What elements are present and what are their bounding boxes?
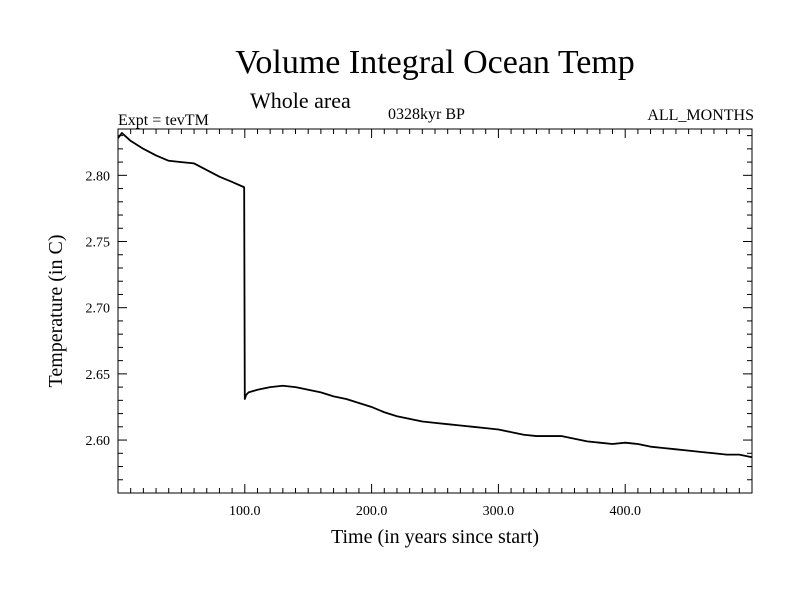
x-tick-label: 200.0 xyxy=(356,504,388,519)
chart-title: Volume Integral Ocean Temp xyxy=(235,44,635,81)
x-axis-label: Time (in years since start) xyxy=(331,526,539,548)
x-tick-label: 300.0 xyxy=(483,504,515,519)
series-line-temperature xyxy=(117,132,753,459)
experiment-label: Expt = tevTM xyxy=(118,112,209,129)
y-tick-label: 2.60 xyxy=(86,434,111,449)
period-label: 0328kyr BP xyxy=(388,106,465,123)
y-tick-label: 2.75 xyxy=(86,236,111,251)
y-tick-label: 2.70 xyxy=(86,302,111,317)
months-label: ALL_MONTHS xyxy=(647,107,754,124)
axis-ticks xyxy=(118,129,752,493)
y-tick-label: 2.65 xyxy=(86,368,111,383)
tick-labels: 100.0 200.0 300.0 400.0 2.60 2.65 2.70 2.75 2.80 xyxy=(86,169,641,519)
chart-subtitle: Whole area xyxy=(250,88,351,113)
y-axis-label: Temperature (in C) xyxy=(45,235,67,388)
x-tick-label: 400.0 xyxy=(609,504,641,519)
plot-frame xyxy=(117,128,753,494)
y-tick-label: 2.80 xyxy=(86,169,111,184)
x-tick-label: 100.0 xyxy=(229,504,261,519)
